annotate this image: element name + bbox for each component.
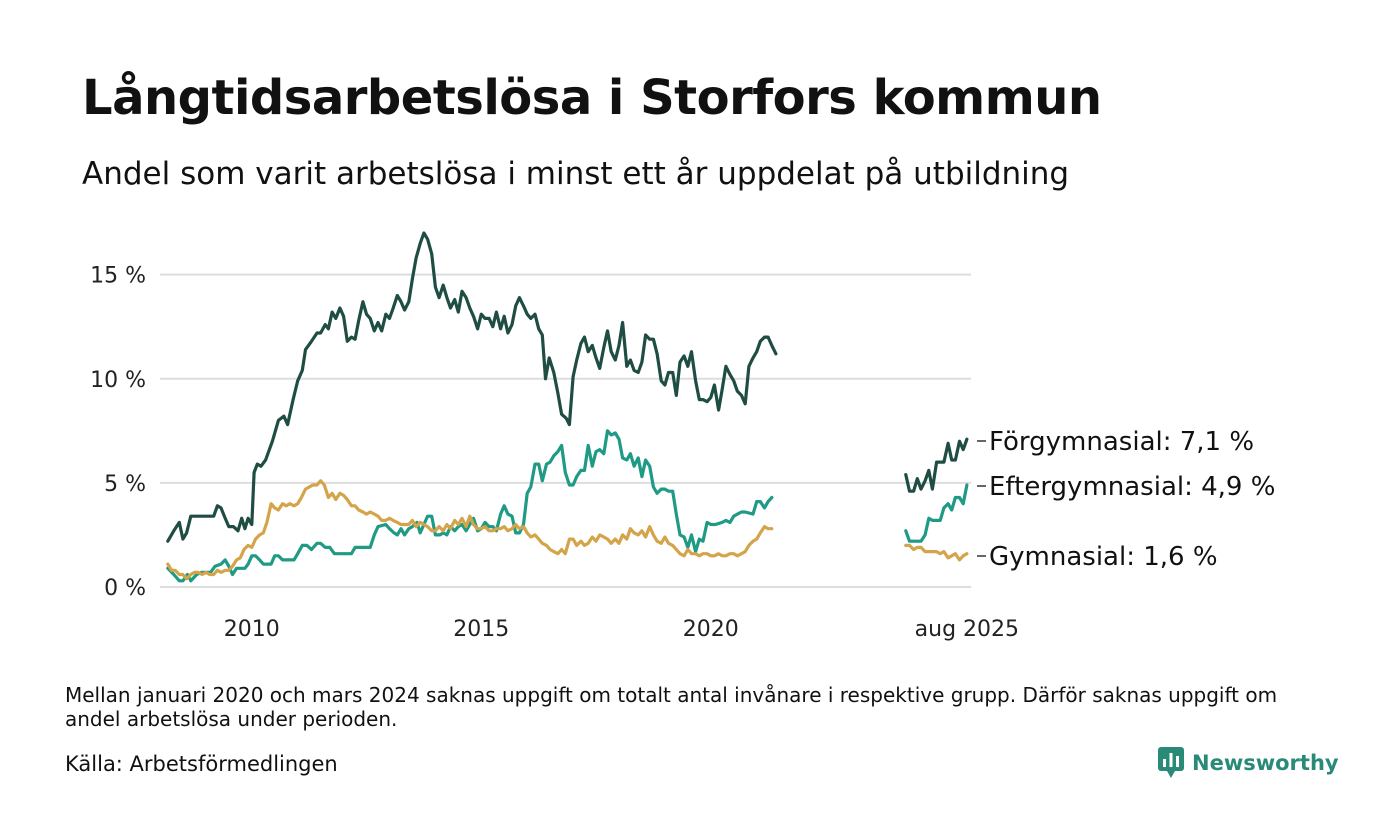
line-chart: 0 % 5 % 10 % 15 % 2010 2015 2020 aug 2025 Förg… — [90, 231, 1275, 642]
y-tick-label: 0 % — [104, 576, 146, 601]
series-line-eftergymnasial-1 — [904, 483, 969, 543]
y-tick-label: 15 % — [90, 264, 146, 289]
series-line-eftergymnasial-0 — [166, 429, 774, 583]
series-line-gymnasial-0 — [166, 479, 774, 581]
footnote: Mellan januari 2020 och mars 2024 saknas… — [65, 683, 1278, 731]
brand-name: Newsworthy — [1192, 751, 1339, 775]
y-tick-label: 10 % — [90, 368, 146, 393]
series-end-label: Eftergymnasial: 4,9 % — [989, 472, 1275, 502]
chart-subtitle: Andel som varit arbetslösa i minst ett å… — [82, 156, 1070, 192]
source-text: Källa: Arbetsförmedlingen — [65, 752, 338, 776]
x-axis-ticks: 2010 2015 2020 aug 2025 — [224, 617, 1019, 642]
y-axis-ticks: 0 % 5 % 10 % 15 % — [90, 264, 146, 601]
newsworthy-logo: Newsworthy — [1158, 747, 1339, 779]
series-lines — [166, 231, 969, 583]
bar-chart-icon — [1158, 747, 1184, 778]
end-labels: Förgymnasial: 7,1 % Eftergymnasial: 4,9 %… — [977, 427, 1275, 572]
series-line-förgymnasial-0 — [166, 231, 778, 543]
y-tick-label: 5 % — [104, 472, 146, 497]
series-end-label: Gymnasial: 1,6 % — [989, 542, 1218, 572]
x-tick-label: 2015 — [453, 617, 509, 642]
series-line-förgymnasial-1 — [904, 437, 969, 493]
chart-title: Långtidsarbetslösa i Storfors kommun — [82, 70, 1102, 126]
x-tick-label: 2010 — [224, 617, 280, 642]
x-tick-label: 2020 — [683, 617, 739, 642]
series-end-label: Förgymnasial: 7,1 % — [989, 427, 1254, 457]
gridlines — [160, 273, 971, 588]
x-tick-label: aug 2025 — [915, 617, 1019, 642]
series-line-gymnasial-1 — [904, 543, 969, 562]
